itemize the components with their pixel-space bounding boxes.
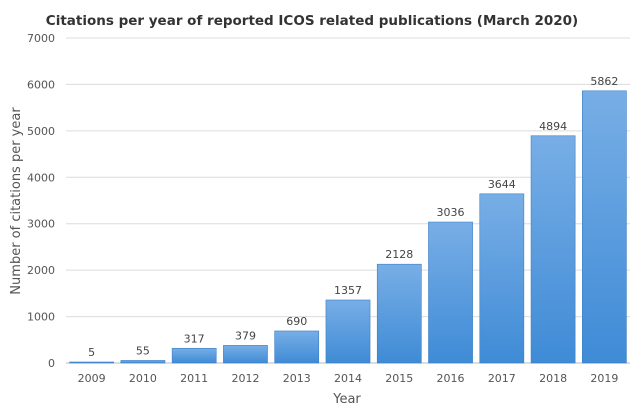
bar-2014: [325, 299, 371, 364]
y-axis-label: Number of citations per year: [9, 107, 24, 295]
x-tick-label-2013: 2013: [283, 372, 311, 385]
data-label-2016: 3036: [437, 206, 465, 219]
bar-2019: [582, 90, 627, 364]
x-tick-label-2015: 2015: [385, 372, 413, 385]
x-tick-label-2012: 2012: [231, 372, 259, 385]
bar-2010: [120, 360, 166, 364]
bar-2016: [428, 221, 473, 364]
data-label-2015: 2128: [385, 248, 413, 261]
x-tick-label-2016: 2016: [437, 372, 465, 385]
y-tick-label: 2000: [27, 264, 55, 277]
x-tick-label-2009: 2009: [78, 372, 106, 385]
bar-2011: [171, 347, 217, 364]
y-tick-label: 4000: [27, 171, 55, 184]
data-label-2018: 4894: [539, 120, 567, 133]
x-tick-label-2010: 2010: [129, 372, 157, 385]
y-tick-label: 6000: [27, 78, 55, 91]
x-tick-label-2019: 2019: [590, 372, 618, 385]
y-axis-ticks: 0 1000 2000 3000 4000 5000 6000 7000: [27, 32, 55, 370]
x-axis-label: Year: [332, 392, 361, 407]
data-label-2019: 5862: [590, 75, 618, 88]
bar-2012: [223, 345, 268, 364]
x-tick-label-2011: 2011: [180, 372, 208, 385]
y-tick-label: 1000: [27, 311, 55, 324]
bars: [69, 90, 627, 364]
bar-2017: [479, 193, 525, 364]
y-tick-label: 5000: [27, 125, 55, 138]
grid-layer: [66, 37, 630, 364]
data-label-2013: 690: [286, 315, 307, 328]
x-tick-label-2018: 2018: [539, 372, 567, 385]
bar-2009: [69, 361, 114, 364]
chart-title: Citations per year of reported ICOS rela…: [46, 13, 578, 29]
x-axis-ticks: 2009 2010 2011 2012 2013 2014 2015 2016 2017 2018…: [78, 372, 619, 385]
bar-2015: [376, 263, 422, 364]
y-tick-label: 7000: [27, 32, 55, 45]
y-tick-label: 0: [48, 357, 55, 370]
data-label-2011: 317: [184, 332, 205, 345]
data-label-2014: 1357: [334, 284, 362, 297]
data-label-2009: 5: [88, 346, 95, 359]
y-tick-label: 3000: [27, 218, 55, 231]
data-label-2010: 55: [136, 344, 150, 357]
x-tick-label-2017: 2017: [488, 372, 516, 385]
bar-2018: [530, 135, 576, 364]
data-label-2012: 379: [235, 329, 256, 342]
bar-2013: [274, 330, 320, 364]
x-tick-label-2014: 2014: [334, 372, 362, 385]
data-label-2017: 3644: [488, 178, 516, 191]
